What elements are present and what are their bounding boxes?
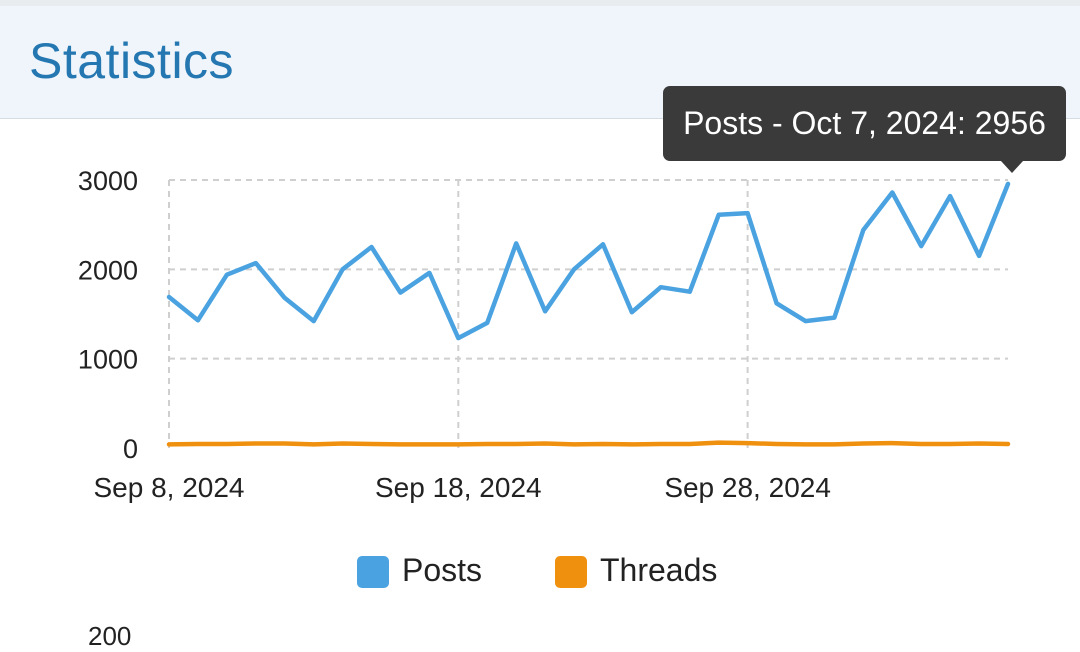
top-border <box>0 0 1080 6</box>
x-tick-label: Sep 28, 2024 <box>664 472 831 503</box>
line-chart: 0 1000 2000 3000 Sep 8, 2024 Sep 18, 2024 Sep … <box>78 166 1011 503</box>
y-tick-label: 3000 <box>78 166 138 196</box>
y-tick-label: 0 <box>123 434 138 464</box>
chart-tooltip: Posts - Oct 7, 2024: 2956 <box>663 86 1066 173</box>
page-title: Statistics <box>29 33 235 89</box>
y-tick-label: 1000 <box>78 345 138 375</box>
legend-label-threads: Threads <box>600 552 718 588</box>
y-tick-label: 2000 <box>78 255 138 285</box>
x-tick-label: Sep 8, 2024 <box>93 472 244 503</box>
series-line-posts <box>166 181 1011 341</box>
legend-swatch-posts <box>357 556 389 588</box>
legend-label-posts: Posts <box>402 552 483 588</box>
x-tick-label: Sep 18, 2024 <box>375 472 542 503</box>
series-line-threads <box>166 440 1011 447</box>
legend-swatch-threads <box>555 556 587 588</box>
